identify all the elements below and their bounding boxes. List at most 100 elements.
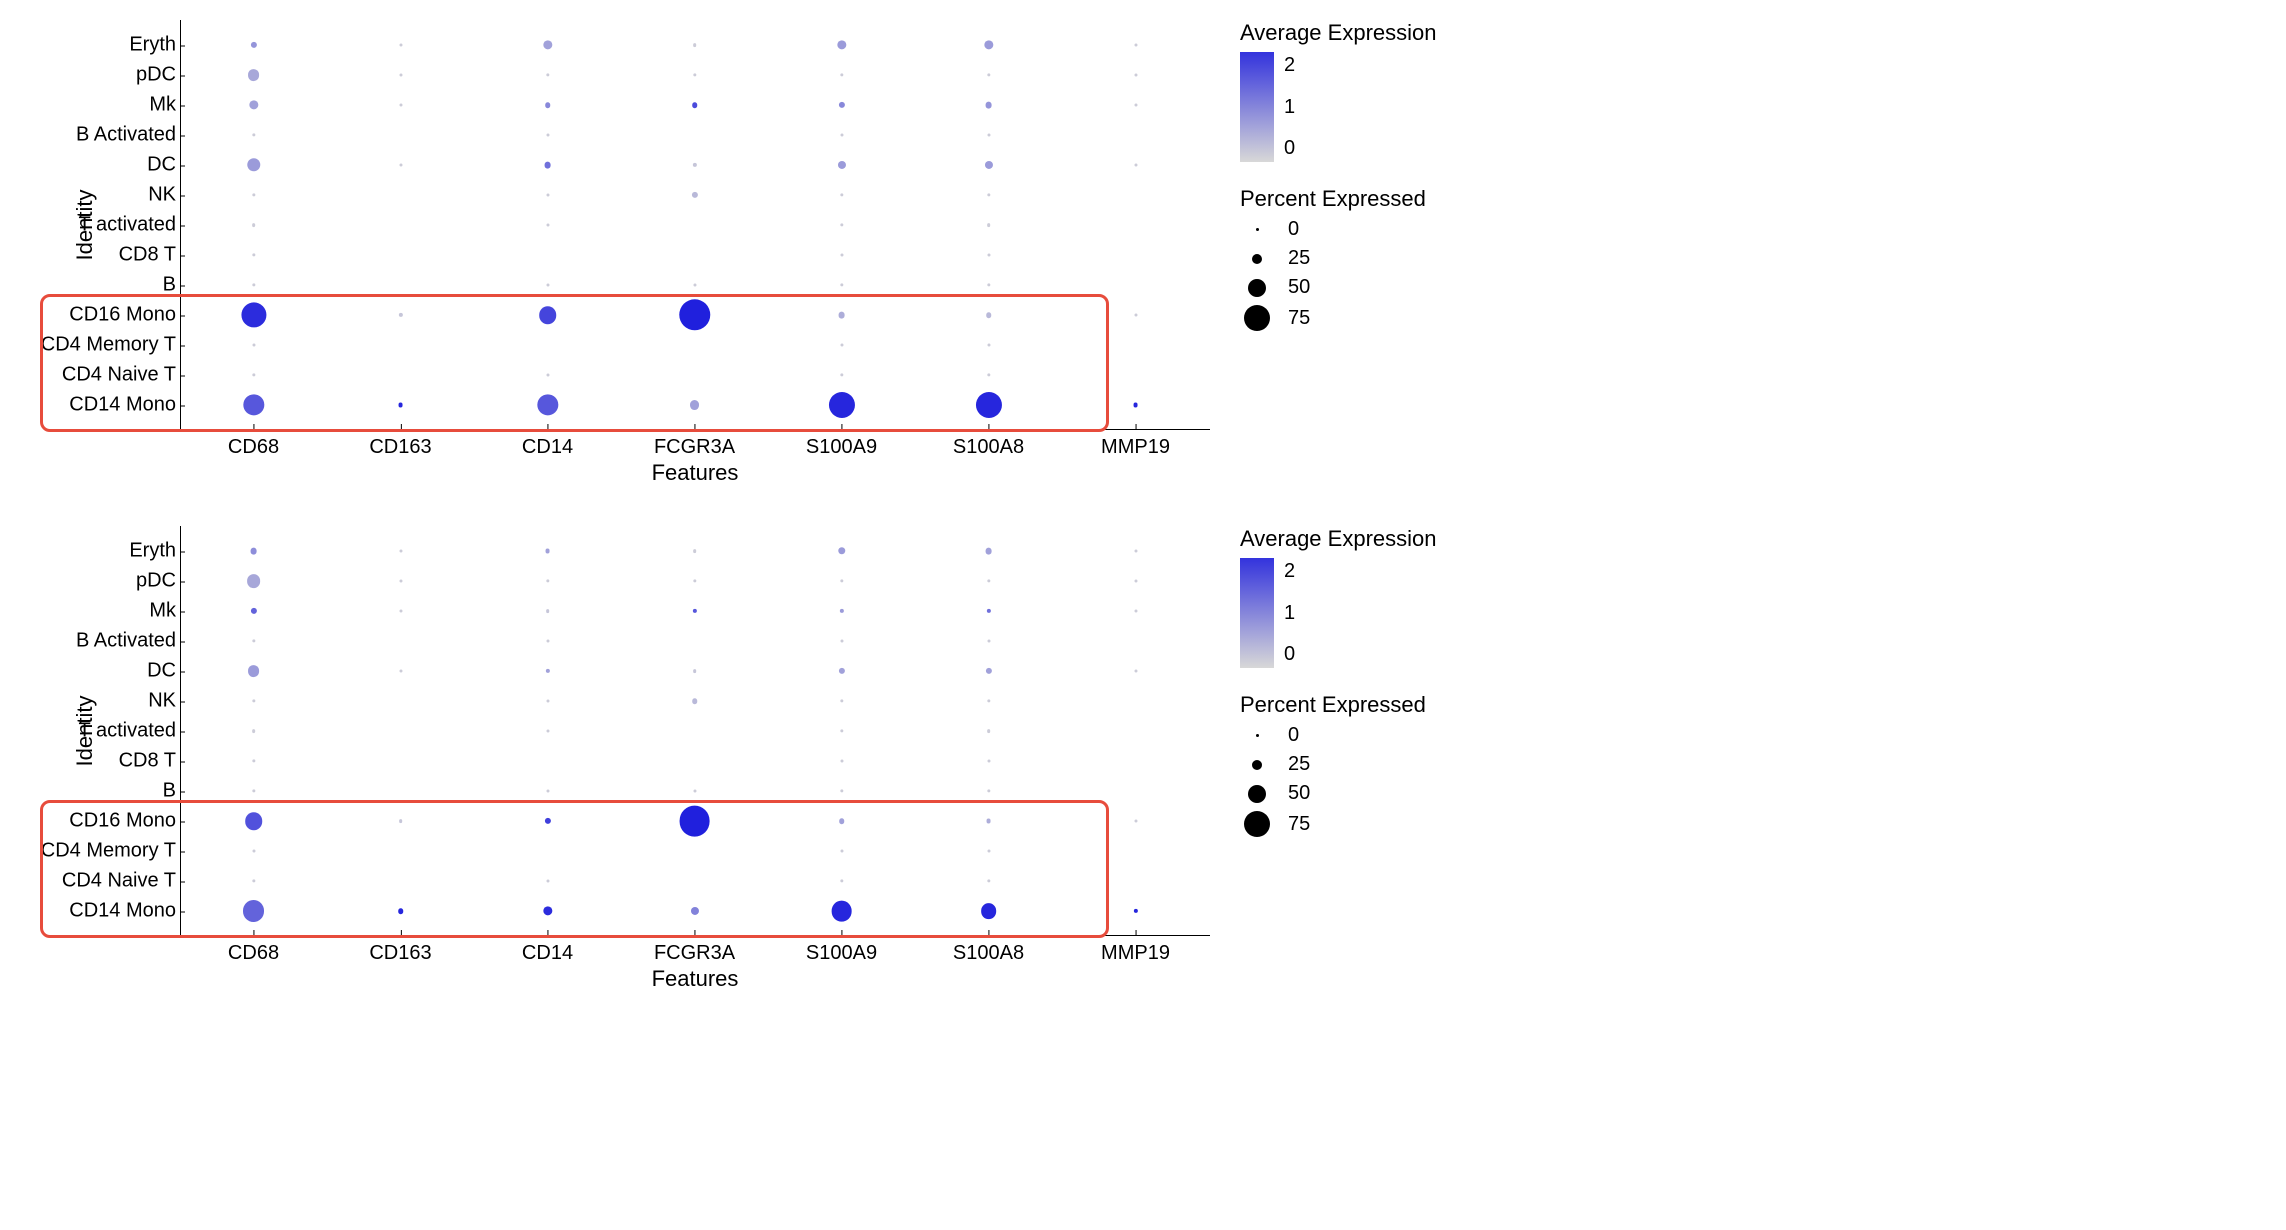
dot <box>840 849 843 852</box>
dot <box>546 283 549 286</box>
y-tick-label: NK <box>148 184 180 207</box>
dot <box>987 373 990 376</box>
dot <box>1134 43 1137 46</box>
dot <box>693 669 697 673</box>
y-tick-label: CD8 T <box>119 750 180 773</box>
dot <box>987 579 990 582</box>
dot <box>840 579 843 582</box>
y-tick-label: CD16 Mono <box>69 304 180 327</box>
y-tick-label: DC <box>147 154 180 177</box>
y-tick-label: pDC <box>136 64 180 87</box>
dot <box>545 669 549 673</box>
dot <box>546 639 549 642</box>
dot <box>1134 163 1137 166</box>
dot <box>839 609 843 613</box>
dot <box>546 579 549 582</box>
size-legend-dot <box>1248 279 1266 297</box>
dot <box>986 819 991 824</box>
dotplot: Eryth pDC Mk B Activated DC NK T activat… <box>180 20 1210 430</box>
dot <box>544 162 551 169</box>
size-legend-dot <box>1244 305 1270 331</box>
dot <box>546 699 549 702</box>
y-tick-label: CD4 Naive T <box>62 870 180 893</box>
dot <box>984 40 993 49</box>
gradient-tick: 1 <box>1284 602 1295 625</box>
expression-legend-title: Average Expression <box>1240 526 1500 552</box>
gradient-bar <box>1240 558 1274 668</box>
y-tick-label: DC <box>147 660 180 683</box>
y-tick-label: Mk <box>149 600 180 623</box>
dot <box>248 69 260 81</box>
size-legend-label: 0 <box>1288 218 1299 241</box>
dot <box>252 699 255 702</box>
dot <box>252 373 255 376</box>
expression-legend: Average Expression 210 <box>1240 526 1500 668</box>
y-tick-label: CD4 Memory T <box>41 840 180 863</box>
dot <box>546 729 549 732</box>
dot <box>985 668 991 674</box>
x-tick-label: MMP19 <box>1101 430 1170 459</box>
dot <box>838 312 845 319</box>
gradient-ticks: 210 <box>1284 558 1295 668</box>
highlight-box <box>40 800 1109 938</box>
dot <box>252 193 255 196</box>
size-legend-label: 75 <box>1288 307 1310 330</box>
x-tick-label: CD14 <box>522 936 573 965</box>
dot <box>840 73 843 76</box>
dot <box>399 43 402 46</box>
x-axis-title: Features <box>180 460 1210 486</box>
dot <box>840 193 843 196</box>
dot <box>693 579 696 582</box>
size-legend-label: 25 <box>1288 753 1310 776</box>
y-axis-title: Identity <box>72 190 98 261</box>
dot <box>679 806 710 837</box>
dot <box>987 639 990 642</box>
expression-legend-title: Average Expression <box>1240 20 1500 46</box>
y-tick-label: B Activated <box>76 630 180 653</box>
dot <box>248 665 260 677</box>
y-tick-label: CD14 Mono <box>69 900 180 923</box>
y-tick-label: Mk <box>149 94 180 117</box>
dot <box>546 879 549 882</box>
dot <box>1134 819 1137 822</box>
dot <box>987 253 990 256</box>
dot <box>693 789 696 792</box>
dot <box>252 789 255 792</box>
dot <box>692 163 696 167</box>
dot <box>252 879 255 882</box>
dot <box>987 73 990 76</box>
dot <box>987 343 990 346</box>
dot <box>692 609 696 613</box>
x-tick-label: S100A9 <box>806 936 877 965</box>
dot <box>399 549 402 552</box>
dot <box>1133 403 1138 408</box>
figure-container: Eryth pDC Mk B Activated DC NK T activat… <box>20 20 2266 992</box>
dot <box>1134 579 1137 582</box>
dot <box>693 43 697 47</box>
dot <box>840 343 843 346</box>
dot <box>679 299 710 330</box>
x-tick-label: CD68 <box>228 936 279 965</box>
dot <box>241 302 266 327</box>
dot <box>543 906 552 915</box>
dot <box>247 158 260 171</box>
dot <box>840 283 843 286</box>
size-legend-row: 50 <box>1240 276 1500 299</box>
dot <box>399 163 402 166</box>
dot <box>1134 609 1137 612</box>
x-tick-label: S100A9 <box>806 430 877 459</box>
y-tick-label: Eryth <box>129 540 180 563</box>
dot <box>690 907 698 915</box>
dot <box>250 608 256 614</box>
size-legend-row: 50 <box>1240 782 1500 805</box>
dot <box>691 192 697 198</box>
x-tick-label: MMP19 <box>1101 936 1170 965</box>
size-legend-row: 25 <box>1240 247 1500 270</box>
dot <box>546 789 549 792</box>
dot <box>546 373 549 376</box>
dot <box>987 283 990 286</box>
percent-legend-title: Percent Expressed <box>1240 186 1500 212</box>
dot <box>840 759 843 762</box>
dot <box>690 400 700 410</box>
dot <box>399 103 402 106</box>
